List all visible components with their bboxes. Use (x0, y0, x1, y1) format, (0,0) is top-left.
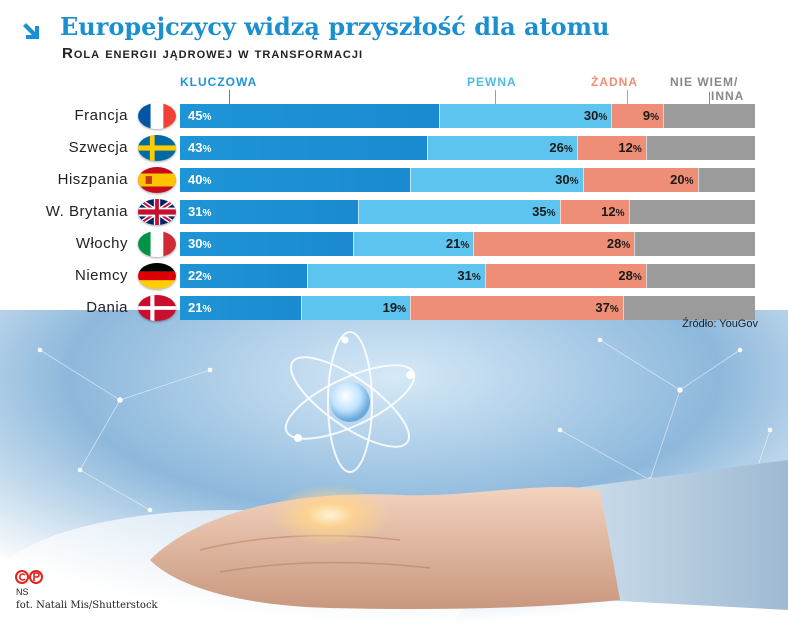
legend-zadna-line (627, 90, 628, 108)
legend-zadna: ŻADNA (591, 75, 638, 89)
category-label-szwecja: Szwecja (68, 139, 128, 156)
bar-segment-nie-wiem-inna-dania (622, 296, 755, 320)
bar-segment-pewna-hiszpania (410, 168, 583, 192)
source-note: Źródło: YouGov (682, 318, 758, 330)
bar-segment-kluczowa-francja (180, 104, 439, 128)
bar-segment-nie-wiem-inna-hiszpania (697, 168, 755, 192)
data-label-adna-w-ochy: 28% (606, 236, 631, 251)
category-label-w-ochy: Włochy (75, 235, 128, 252)
bar-segment-adna-w-brytania (559, 200, 629, 224)
bar-segment-pewna-niemcy (306, 264, 485, 288)
credit-ns: NS (16, 587, 29, 597)
legend-pewna-line (495, 90, 496, 108)
category-label-w-brytania: W. Brytania (45, 203, 128, 220)
copyright-logo-icon (15, 570, 43, 584)
uk-flag-icon (138, 199, 176, 225)
germany-flag-icon (138, 263, 176, 289)
bar-segment-kluczowa-w-ochy (180, 232, 353, 256)
bar-segment-pewna-w-brytania (358, 200, 560, 224)
category-label-dania: Dania (86, 299, 128, 316)
data-label-adna-hiszpania: 20% (670, 172, 694, 187)
legend-kluczowa-line (229, 90, 230, 108)
legend-niewiem-line1: NIE WIEM/ (670, 75, 739, 89)
data-label-adna-niemcy: 28% (618, 268, 642, 283)
bar-segment-pewna-szwecja (427, 136, 577, 160)
chart-title: Europejczycy widzą przyszłość dla atomu (60, 12, 610, 41)
arrow-down-right-icon (23, 23, 39, 39)
bar-segment-nie-wiem-inna-niemcy (645, 264, 755, 288)
data-label-pewna-w-ochy: 21% (445, 236, 470, 251)
data-label-pewna-w-brytania: 35% (532, 204, 556, 219)
data-label-kluczowa-dania: 21% (188, 300, 212, 315)
data-label-kluczowa-w-brytania: 31% (188, 204, 212, 219)
chart-subtitle: Rola energii jądrowej w transformacji (62, 45, 364, 62)
data-label-adna-dania: 37% (595, 300, 619, 315)
data-label-kluczowa-szwecja: 43% (188, 140, 212, 155)
bar-segment-kluczowa-niemcy (180, 264, 307, 288)
category-label-hiszpania: Hiszpania (57, 171, 128, 188)
bar-segment-pewna-francja (438, 104, 612, 128)
data-label-pewna-szwecja: 26% (549, 140, 573, 155)
bar-segment-adna-szwecja (576, 136, 646, 160)
france-flag-icon (138, 103, 176, 129)
italy-flag-icon (138, 231, 176, 257)
data-label-kluczowa-w-ochy: 30% (188, 236, 212, 251)
bar-segment-kluczowa-dania (180, 296, 301, 320)
data-label-pewna-hiszpania: 30% (555, 172, 579, 187)
legend-niewiem-line (709, 92, 710, 108)
data-label-kluczowa-francja: 45% (188, 108, 212, 123)
bar-segment-adna-dania (410, 296, 623, 320)
data-label-pewna-francja: 30% (583, 108, 608, 123)
bar-segment-nie-wiem-inna-w-brytania (628, 200, 755, 224)
bar-segment-nie-wiem-inna-szwecja (645, 136, 755, 160)
photo-credit: fot. Natali Mis/Shutterstock (16, 600, 158, 611)
bar-segment-adna-niemcy (484, 264, 646, 288)
data-label-adna-szwecja: 12% (618, 140, 642, 155)
legend-kluczowa: KLUCZOWA (180, 75, 258, 89)
data-label-kluczowa-hiszpania: 40% (188, 172, 212, 187)
bar-segment-nie-wiem-inna-w-ochy (634, 232, 755, 256)
bar-segment-adna-hiszpania (582, 168, 698, 192)
category-label-francja: Francja (74, 107, 128, 124)
data-label-kluczowa-niemcy: 22% (188, 268, 212, 283)
bar-segment-kluczowa-hiszpania (180, 168, 410, 192)
spain-flag-icon (138, 167, 176, 193)
data-label-adna-francja: 9% (642, 108, 659, 123)
bar-segment-adna-w-ochy (473, 232, 635, 256)
bar-segment-pewna-w-ochy (352, 232, 474, 256)
legend-pewna: PEWNA (467, 75, 517, 89)
bar-segment-pewna-dania (300, 296, 410, 320)
denmark-flag-icon (138, 295, 176, 321)
bar-segment-nie-wiem-inna-francja (663, 104, 755, 128)
data-label-adna-w-brytania: 12% (601, 204, 625, 219)
sweden-flag-icon (138, 135, 176, 161)
legend-niewiem-line2: INNA (711, 89, 745, 103)
data-label-pewna-dania: 19% (382, 300, 406, 315)
bar-segment-adna-francja (611, 104, 663, 128)
bar-segment-kluczowa-szwecja (180, 136, 428, 160)
bar-segment-kluczowa-w-brytania (180, 200, 359, 224)
data-label-pewna-niemcy: 31% (457, 268, 481, 283)
background-illustration (0, 310, 788, 642)
category-label-niemcy: Niemcy (74, 267, 128, 284)
